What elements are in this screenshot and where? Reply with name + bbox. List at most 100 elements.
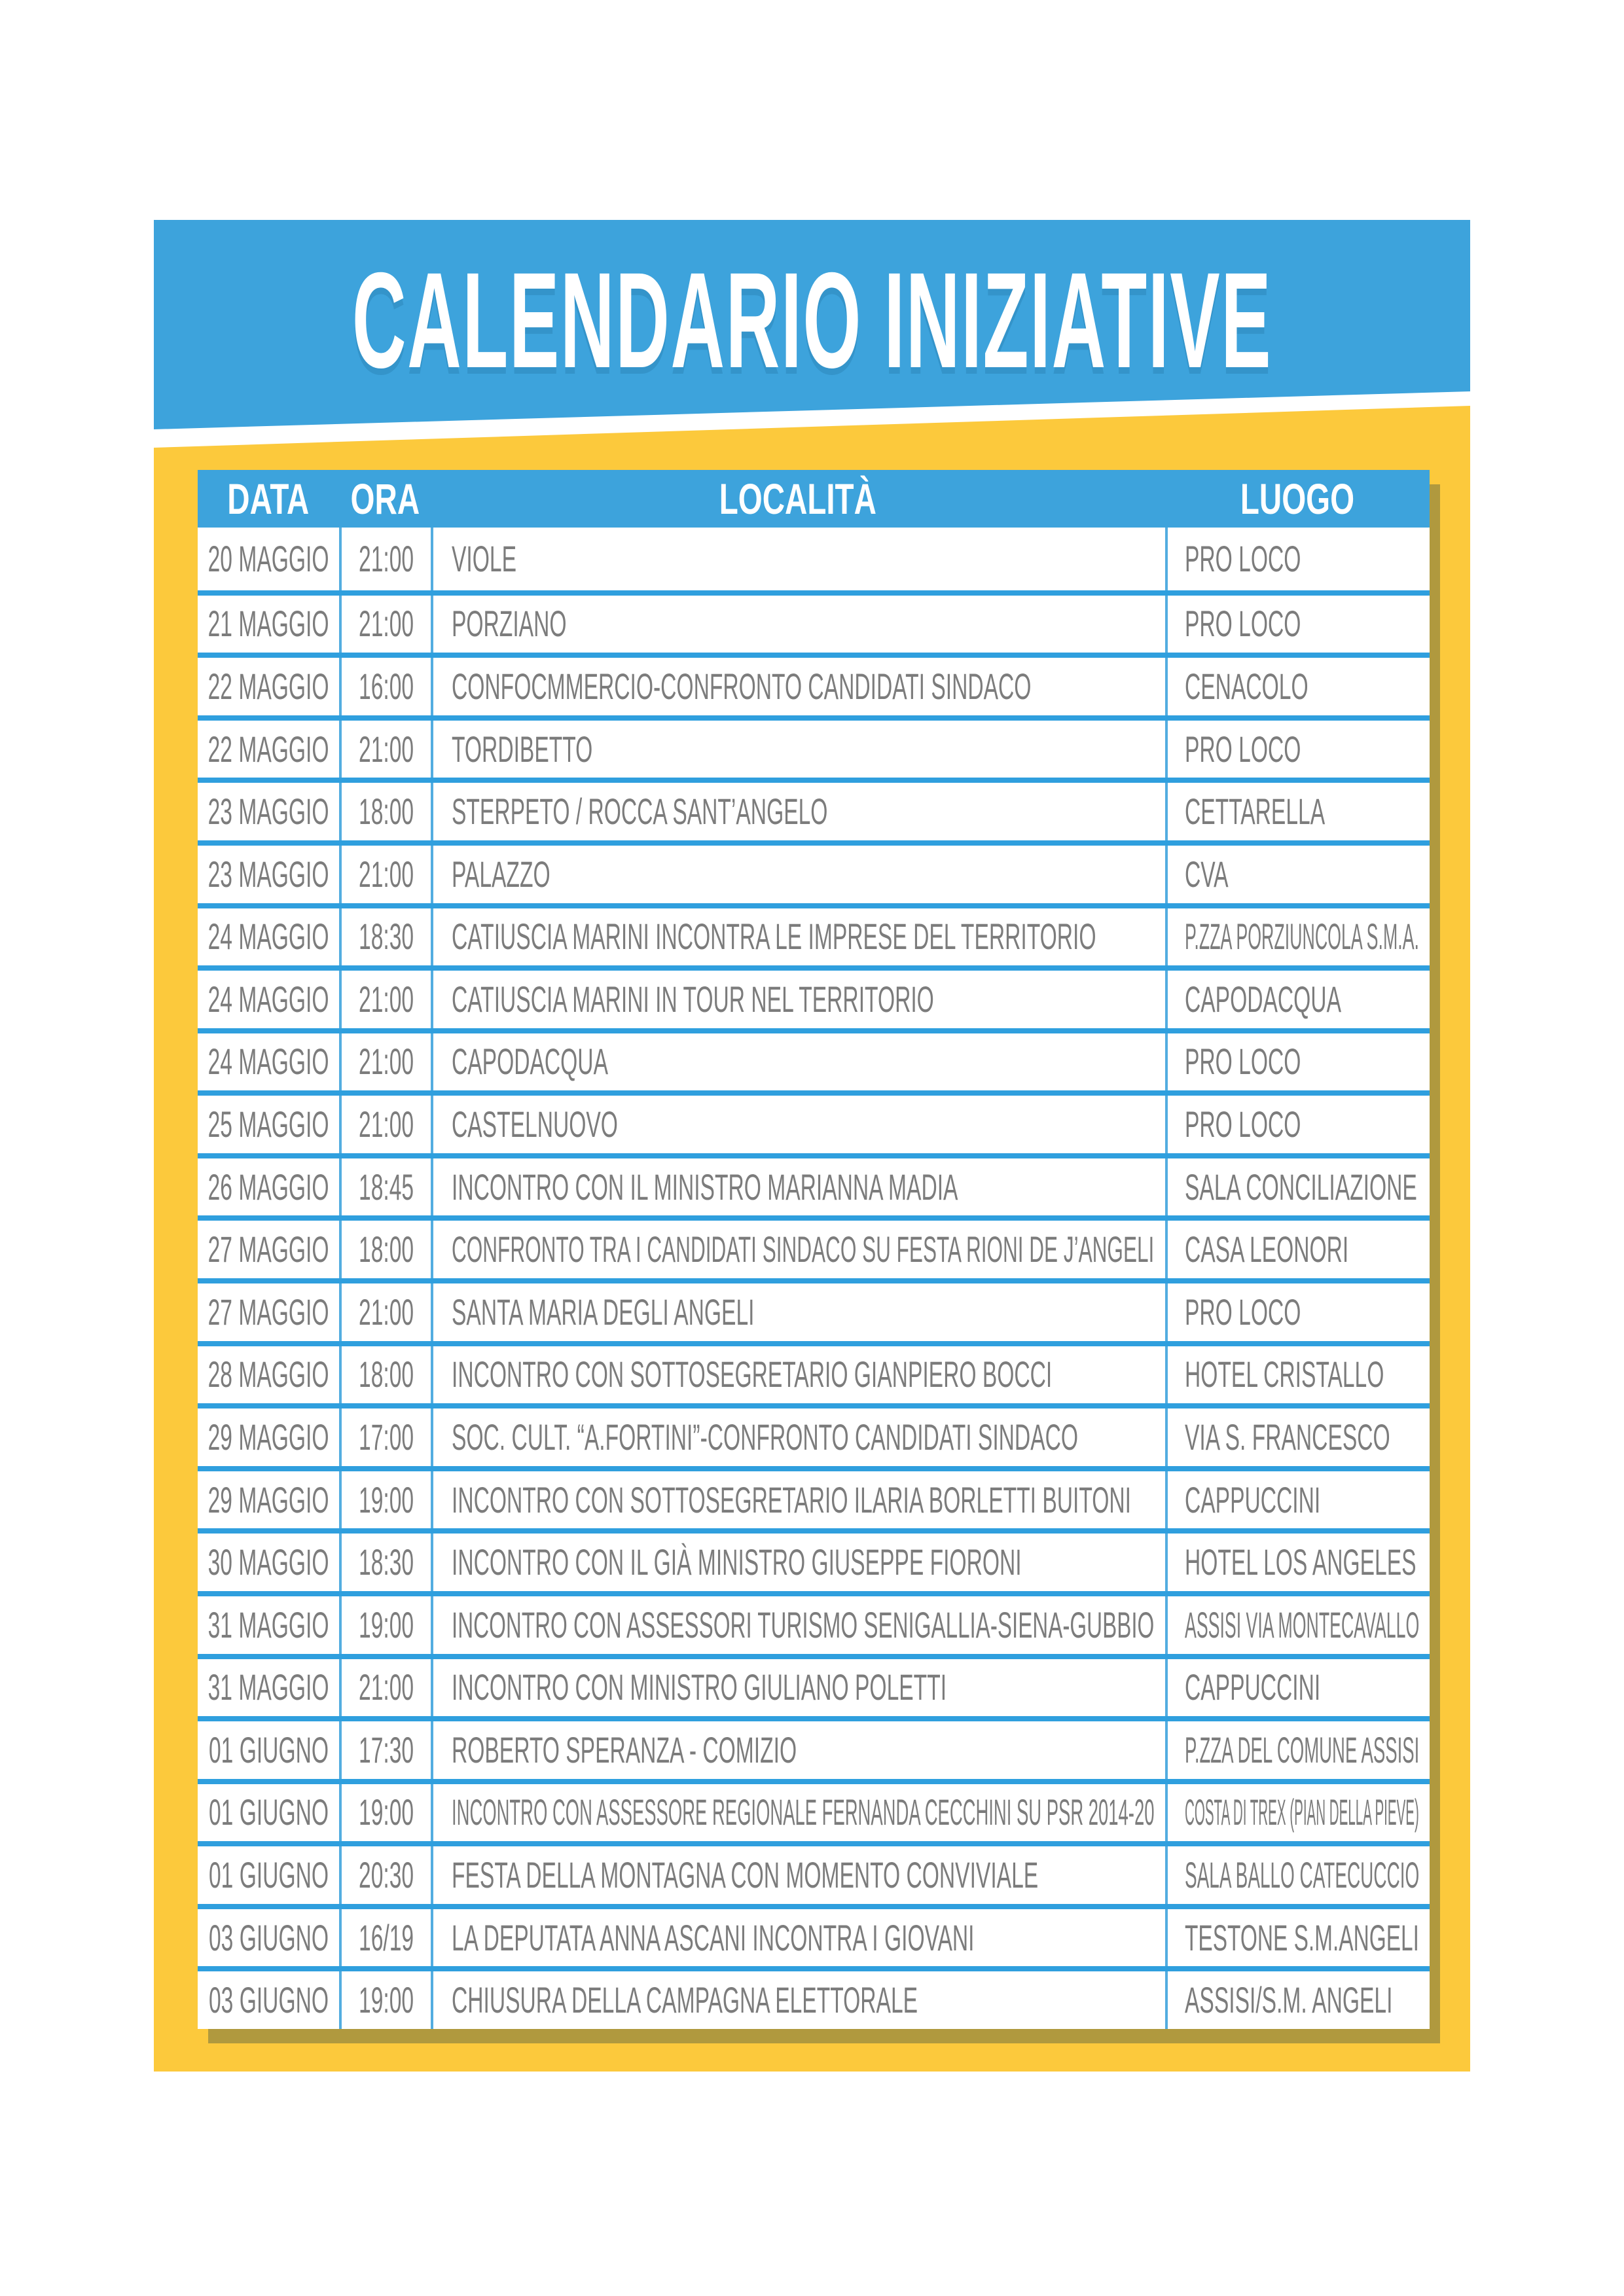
cell-text: 19:00	[358, 1979, 414, 2021]
cell-text: 21:00	[358, 1103, 414, 1145]
cell-text: ASSISI/S.M. ANGELI	[1185, 1979, 1393, 2021]
cell-date: 01 GIUGNO	[198, 1784, 339, 1842]
cell-text: CONFRONTO TRA I CANDIDATI SINDACO SU FES…	[452, 1229, 1155, 1270]
cell-location: TORDIBETTO	[431, 720, 1165, 778]
table-row: 28 MAGGIO 18:00 INCONTRO CON SOTTOSEGRET…	[198, 1340, 1430, 1404]
cell-date: 31 MAGGIO	[198, 1659, 339, 1717]
table-row: 01 GIUGNO 19:00 INCONTRO CON ASSESSORE R…	[198, 1778, 1430, 1842]
cell-time: 18:00	[339, 1346, 431, 1404]
cell-venue: PRO LOCO	[1165, 720, 1430, 778]
cell-text: 24 MAGGIO	[208, 1041, 329, 1083]
cell-date: 20 MAGGIO	[198, 528, 339, 590]
cell-venue: HOTEL CRISTALLO	[1165, 1346, 1430, 1404]
cell-location: INCONTRO CON MINISTRO GIULIANO POLETTI	[431, 1659, 1165, 1717]
cell-text: 25 MAGGIO	[208, 1103, 329, 1145]
cell-location: INCONTRO CON IL MINISTRO MARIANNA MADIA	[431, 1158, 1165, 1216]
cell-location: PALAZZO	[431, 845, 1165, 903]
cell-text: 21:00	[358, 537, 414, 579]
cell-text: P.ZZA PORZIUNCOLA S.M.A.	[1185, 916, 1419, 958]
cell-location: SOC. CULT. “A.FORTINI”-CONFRONTO CANDIDA…	[431, 1408, 1165, 1466]
table-row: 24 MAGGIO 18:30 CATIUSCIA MARINI INCONTR…	[198, 903, 1430, 966]
cell-text: 29 MAGGIO	[208, 1479, 329, 1520]
cell-location: CAPODACQUA	[431, 1033, 1165, 1091]
cell-text: CASTELNUOVO	[452, 1103, 618, 1145]
cell-venue: P.ZZA DEL COMUNE ASSISI	[1165, 1721, 1430, 1779]
cell-text: INCONTRO CON SOTTOSEGRETARIO GIANPIERO B…	[452, 1354, 1053, 1395]
table-row: 31 MAGGIO 21:00 INCONTRO CON MINISTRO GI…	[198, 1653, 1430, 1717]
cell-location: CONFRONTO TRA I CANDIDATI SINDACO SU FES…	[431, 1221, 1165, 1278]
cell-venue: COSTA DI TREX (PIAN DELLA PIEVE)	[1165, 1784, 1430, 1842]
cell-time: 16:00	[339, 658, 431, 715]
cell-text: ROBERTO SPERANZA - COMIZIO	[452, 1729, 797, 1770]
column-header-label: LOCALITÀ	[719, 475, 877, 523]
table-row: 30 MAGGIO 18:30 INCONTRO CON IL GIÀ MINI…	[198, 1528, 1430, 1591]
cell-time: 19:00	[339, 1971, 431, 2029]
cell-time: 21:00	[339, 971, 431, 1028]
cell-venue: PRO LOCO	[1165, 1033, 1430, 1091]
cell-text: PORZIANO	[452, 603, 567, 645]
table-row: 01 GIUGNO 17:30 ROBERTO SPERANZA - COMIZ…	[198, 1716, 1430, 1779]
cell-location: INCONTRO CON ASSESSORE REGIONALE FERNAND…	[431, 1784, 1165, 1842]
cell-location: CASTELNUOVO	[431, 1096, 1165, 1153]
cell-text: 23 MAGGIO	[208, 791, 329, 833]
cell-text: INCONTRO CON IL GIÀ MINISTRO GIUSEPPE FI…	[452, 1541, 1022, 1583]
table-row: 03 GIUGNO 19:00 CHIUSURA DELLA CAMPAGNA …	[198, 1966, 1430, 2029]
cell-text: 21:00	[358, 728, 414, 770]
cell-time: 18:45	[339, 1158, 431, 1216]
cell-text: INCONTRO CON IL MINISTRO MARIANNA MADIA	[452, 1166, 958, 1208]
table-row: 22 MAGGIO 21:00 TORDIBETTO PRO LOCO	[198, 715, 1430, 778]
cell-time: 19:00	[339, 1471, 431, 1529]
cell-date: 29 MAGGIO	[198, 1471, 339, 1529]
cell-date: 23 MAGGIO	[198, 783, 339, 840]
cell-venue: CAPPUCCINI	[1165, 1471, 1430, 1529]
cell-text: CENACOLO	[1185, 665, 1308, 707]
cell-text: SALA CONCILIAZIONE	[1185, 1166, 1417, 1208]
cell-venue: VIA S. FRANCESCO	[1165, 1408, 1430, 1466]
cell-location: FESTA DELLA MONTAGNA CON MOMENTO CONVIVI…	[431, 1846, 1165, 1904]
cell-text: 29 MAGGIO	[208, 1416, 329, 1458]
cell-location: SANTA MARIA DEGLI ANGELI	[431, 1283, 1165, 1341]
cell-date: 21 MAGGIO	[198, 596, 339, 653]
table-row: 24 MAGGIO 21:00 CAPODACQUA PRO LOCO	[198, 1028, 1430, 1091]
cell-venue: PRO LOCO	[1165, 1283, 1430, 1341]
cell-text: ASSISI VIA MONTECAVALLO	[1185, 1604, 1420, 1645]
cell-text: 19:00	[358, 1604, 414, 1645]
column-header-label: LUOGO	[1240, 475, 1355, 523]
cell-text: 21:00	[358, 978, 414, 1020]
cell-location: VIOLE	[431, 528, 1165, 590]
cell-venue: CVA	[1165, 845, 1430, 903]
cell-text: VIA S. FRANCESCO	[1185, 1416, 1390, 1458]
table-row: 23 MAGGIO 21:00 PALAZZO CVA	[198, 840, 1430, 903]
cell-text: CAPPUCCINI	[1185, 1479, 1321, 1520]
cell-text: 26 MAGGIO	[208, 1166, 329, 1208]
cell-text: 19:00	[358, 1791, 414, 1833]
column-header-ora: ORA	[339, 470, 431, 528]
cell-text: 18:30	[358, 1541, 414, 1583]
cell-text: CONFOCMMERCIO-CONFRONTO CANDIDATI SINDAC…	[452, 665, 1032, 707]
cell-date: 24 MAGGIO	[198, 971, 339, 1028]
cell-location: INCONTRO CON ASSESSORI TURISMO SENIGALLI…	[431, 1596, 1165, 1654]
table-row: 31 MAGGIO 19:00 INCONTRO CON ASSESSORI T…	[198, 1590, 1430, 1654]
cell-text: 16:00	[358, 665, 414, 707]
cell-time: 18:00	[339, 783, 431, 840]
cell-text: 18:00	[358, 1229, 414, 1270]
cell-venue: ASSISI VIA MONTECAVALLO	[1165, 1596, 1430, 1654]
cell-date: 25 MAGGIO	[198, 1096, 339, 1153]
cell-text: 30 MAGGIO	[208, 1541, 329, 1583]
cell-venue: PRO LOCO	[1165, 528, 1430, 590]
cell-location: CATIUSCIA MARINI INCONTRA LE IMPRESE DEL…	[431, 908, 1165, 966]
cell-text: INCONTRO CON ASSESSORE REGIONALE FERNAND…	[452, 1791, 1155, 1833]
cell-text: 17:30	[358, 1729, 414, 1770]
cell-venue: TESTONE S.M.ANGELI	[1165, 1909, 1430, 1967]
cell-text: CATIUSCIA MARINI INCONTRA LE IMPRESE DEL…	[452, 916, 1096, 958]
cell-text: CVA	[1185, 853, 1229, 895]
cell-text: VIOLE	[452, 537, 516, 579]
cell-text: INCONTRO CON SOTTOSEGRETARIO ILARIA BORL…	[452, 1479, 1132, 1520]
cell-date: 27 MAGGIO	[198, 1221, 339, 1278]
cell-text: CAPODACQUA	[452, 1041, 608, 1083]
cell-text: PRO LOCO	[1185, 1291, 1301, 1333]
cell-time: 18:30	[339, 1534, 431, 1591]
cell-venue: CENACOLO	[1165, 658, 1430, 715]
cell-date: 22 MAGGIO	[198, 721, 339, 778]
